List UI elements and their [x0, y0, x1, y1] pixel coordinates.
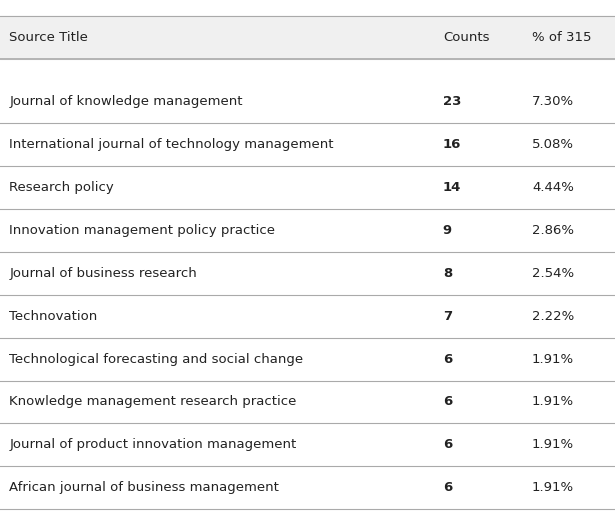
- Text: 7: 7: [443, 310, 452, 323]
- Text: Innovation management policy practice: Innovation management policy practice: [9, 224, 276, 237]
- Text: 5.08%: 5.08%: [532, 138, 574, 151]
- Text: Knowledge management research practice: Knowledge management research practice: [9, 395, 296, 408]
- Text: 6: 6: [443, 481, 452, 495]
- Text: Technological forecasting and social change: Technological forecasting and social cha…: [9, 353, 303, 365]
- Bar: [0, 166, 615, 209]
- Text: 2.86%: 2.86%: [532, 224, 574, 237]
- Text: Journal of business research: Journal of business research: [9, 267, 197, 280]
- Text: International journal of technology management: International journal of technology mana…: [9, 138, 334, 151]
- Text: 1.91%: 1.91%: [532, 438, 574, 452]
- Text: Research policy: Research policy: [9, 181, 114, 194]
- Text: Technovation: Technovation: [9, 310, 97, 323]
- Bar: [0, 424, 615, 466]
- Bar: [0, 295, 615, 338]
- Text: 1.91%: 1.91%: [532, 353, 574, 365]
- Bar: [0, 466, 615, 509]
- Text: Journal of product innovation management: Journal of product innovation management: [9, 438, 296, 452]
- Text: 6: 6: [443, 353, 452, 365]
- Text: 7.30%: 7.30%: [532, 95, 574, 108]
- Text: 2.54%: 2.54%: [532, 267, 574, 280]
- Bar: [0, 80, 615, 123]
- Text: 2.22%: 2.22%: [532, 310, 574, 323]
- Text: Counts: Counts: [443, 30, 490, 44]
- Bar: [0, 123, 615, 166]
- Text: 6: 6: [443, 438, 452, 452]
- Text: 9: 9: [443, 224, 452, 237]
- Text: 8: 8: [443, 267, 452, 280]
- Text: 16: 16: [443, 138, 461, 151]
- Text: 14: 14: [443, 181, 461, 194]
- Text: % of 315: % of 315: [532, 30, 592, 44]
- Text: African journal of business management: African journal of business management: [9, 481, 279, 495]
- Text: 1.91%: 1.91%: [532, 395, 574, 408]
- Bar: [0, 209, 615, 252]
- Text: Journal of knowledge management: Journal of knowledge management: [9, 95, 243, 108]
- Text: Source Title: Source Title: [9, 30, 88, 44]
- Text: 1.91%: 1.91%: [532, 481, 574, 495]
- Bar: [0, 338, 615, 381]
- Bar: [0, 381, 615, 424]
- Bar: [0, 252, 615, 295]
- Text: 6: 6: [443, 395, 452, 408]
- Text: 4.44%: 4.44%: [532, 181, 574, 194]
- Bar: [0, 16, 615, 59]
- Text: 23: 23: [443, 95, 461, 108]
